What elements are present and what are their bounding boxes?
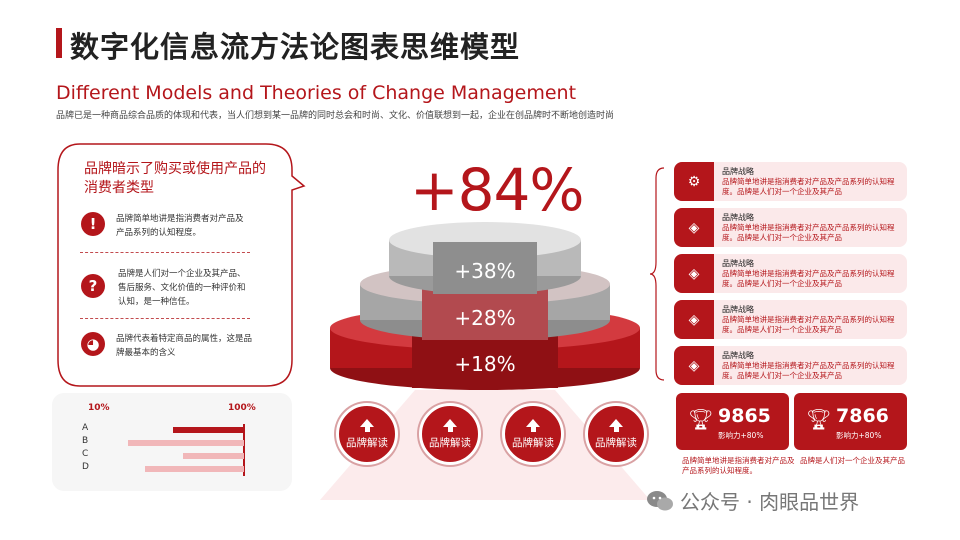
bar-axis-line xyxy=(243,424,245,476)
card-text: 品牌简单地讲是指消费者对产品及产品系列的认知程度。品牌是人们对一个企业及其产品 xyxy=(722,315,895,334)
tier-middle-value: +28% xyxy=(454,306,516,330)
bar-row-label: A xyxy=(82,423,89,433)
page-subtitle: Different Models and Theories of Change … xyxy=(56,82,577,104)
watermark: 公众号 · 肉眼品世界 xyxy=(646,486,859,515)
bar-scale-min: 10% xyxy=(88,403,110,413)
exclamation-icon: ! xyxy=(81,212,105,236)
up-arrow-icon xyxy=(609,418,623,427)
tier-bottom-value: +18% xyxy=(454,352,516,376)
stat-sub: 影响力+80% xyxy=(718,431,764,440)
interpret-button-1[interactable]: 品牌解读 xyxy=(336,403,398,465)
stat-card-1: 🏆︎ 9865 影响力+80% xyxy=(676,393,789,450)
up-arrow-icon xyxy=(526,418,540,427)
stat-card-2: 🏆︎ 7866 影响力+80% xyxy=(794,393,907,450)
button-label: 品牌解读 xyxy=(512,436,554,449)
page-description: 品牌已是一种商品综合品质的体现和代表，当人们想到某一品牌的同时总会和时尚、文化、… xyxy=(56,111,615,121)
button-label: 品牌解读 xyxy=(429,436,471,449)
up-arrow-icon xyxy=(443,418,457,427)
diamond-icon: ◈ xyxy=(674,300,714,339)
button-label: 品牌解读 xyxy=(346,436,388,449)
stat-value: 7866 xyxy=(836,405,889,427)
bar-row-label: C xyxy=(82,449,89,459)
interpret-button-2[interactable]: 品牌解读 xyxy=(419,403,481,465)
bar-scale-max: 100% xyxy=(228,403,256,413)
divider xyxy=(80,252,250,253)
card-title: 品牌战略 xyxy=(722,305,754,314)
bar-light xyxy=(183,453,244,459)
card-title: 品牌战略 xyxy=(722,167,754,176)
bubble-outline xyxy=(57,143,306,387)
bar-dark xyxy=(173,427,244,433)
card-title: 品牌战略 xyxy=(722,351,754,360)
pyramid-graphic xyxy=(320,222,650,500)
card-text: 品牌简单地讲是指消费者对产品及产品系列的认知程度。品牌是人们对一个企业及其产品 xyxy=(722,361,895,380)
up-arrow-icon xyxy=(360,418,374,427)
card-title: 品牌战略 xyxy=(722,259,754,268)
wechat-icon xyxy=(647,490,673,510)
strategy-card: ◈ 品牌战略 品牌简单地讲是指消费者对产品及产品系列的认知程度。品牌是人们对一个企业… xyxy=(674,254,907,293)
card-text: 品牌简单地讲是指消费者对产品及产品系列的认知程度。品牌是人们对一个企业及其产品 xyxy=(722,269,895,288)
trophy-icon: 🏆︎ xyxy=(688,407,714,431)
divider xyxy=(80,318,250,319)
bar-light xyxy=(128,440,244,446)
interpret-button-3[interactable]: 品牌解读 xyxy=(502,403,564,465)
tier-top-value: +38% xyxy=(454,259,516,283)
page-title: 数字化信息流方法论图表思维模型 xyxy=(70,30,521,64)
stat-description: 品牌是人们对一个企业及其产品 xyxy=(800,456,905,465)
button-label: 品牌解读 xyxy=(595,436,637,449)
bubble-item-text: 品牌是人们对一个企业及其产品、售后服务、文化价值的一种评价和认知，是一种信任。 xyxy=(118,269,246,307)
headline-percent: +84% xyxy=(410,156,585,224)
bracket-decoration xyxy=(649,167,665,381)
card-text: 品牌简单地讲是指消费者对产品及产品系列的认知程度。品牌是人们对一个企业及其产品 xyxy=(722,223,895,242)
trophy-icon: 🏆︎ xyxy=(806,407,832,431)
diamond-icon: ◈ xyxy=(674,346,714,385)
card-title: 品牌战略 xyxy=(722,213,754,222)
bubble-item-text: 品牌代表着特定商品的属性，这是品牌最基本的含义 xyxy=(116,334,253,358)
info-bubble xyxy=(56,142,306,387)
title-accent-bar xyxy=(56,28,62,58)
globe-icon: ◕ xyxy=(81,332,105,356)
bar-row-label: D xyxy=(82,462,89,472)
stat-description: 品牌简单地讲是指消费者对产品及产品系列的认知程度。 xyxy=(682,456,795,475)
stat-value: 9865 xyxy=(718,405,771,427)
bubble-title: 品牌暗示了购买或使用产品的消费者类型 xyxy=(84,161,266,196)
bar-light xyxy=(145,466,244,472)
stat-sub: 影响力+80% xyxy=(836,431,882,440)
bar-row-label: B xyxy=(82,436,89,446)
gears-icon: ⚙ xyxy=(674,162,714,201)
question-icon: ? xyxy=(81,274,105,298)
diamond-icon: ◈ xyxy=(674,254,714,293)
watermark-text: 公众号 · 肉眼品世界 xyxy=(680,490,860,514)
card-text: 品牌简单地讲是指消费者对产品及产品系列的认知程度。品牌是人们对一个企业及其产品 xyxy=(722,177,895,196)
strategy-card: ⚙ 品牌战略 品牌简单地讲是指消费者对产品及产品系列的认知程度。品牌是人们对一个企业… xyxy=(674,162,907,201)
bubble-item-text: 品牌简单地讲是指消费者对产品及产品系列的认知程度。 xyxy=(116,214,244,238)
strategy-card: ◈ 品牌战略 品牌简单地讲是指消费者对产品及产品系列的认知程度。品牌是人们对一个企业… xyxy=(674,208,907,247)
interpret-button-4[interactable]: 品牌解读 xyxy=(585,403,647,465)
strategy-card: ◈ 品牌战略 品牌简单地讲是指消费者对产品及产品系列的认知程度。品牌是人们对一个企业… xyxy=(674,346,907,385)
strategy-card: ◈ 品牌战略 品牌简单地讲是指消费者对产品及产品系列的认知程度。品牌是人们对一个企业… xyxy=(674,300,907,339)
diamond-icon: ◈ xyxy=(674,208,714,247)
